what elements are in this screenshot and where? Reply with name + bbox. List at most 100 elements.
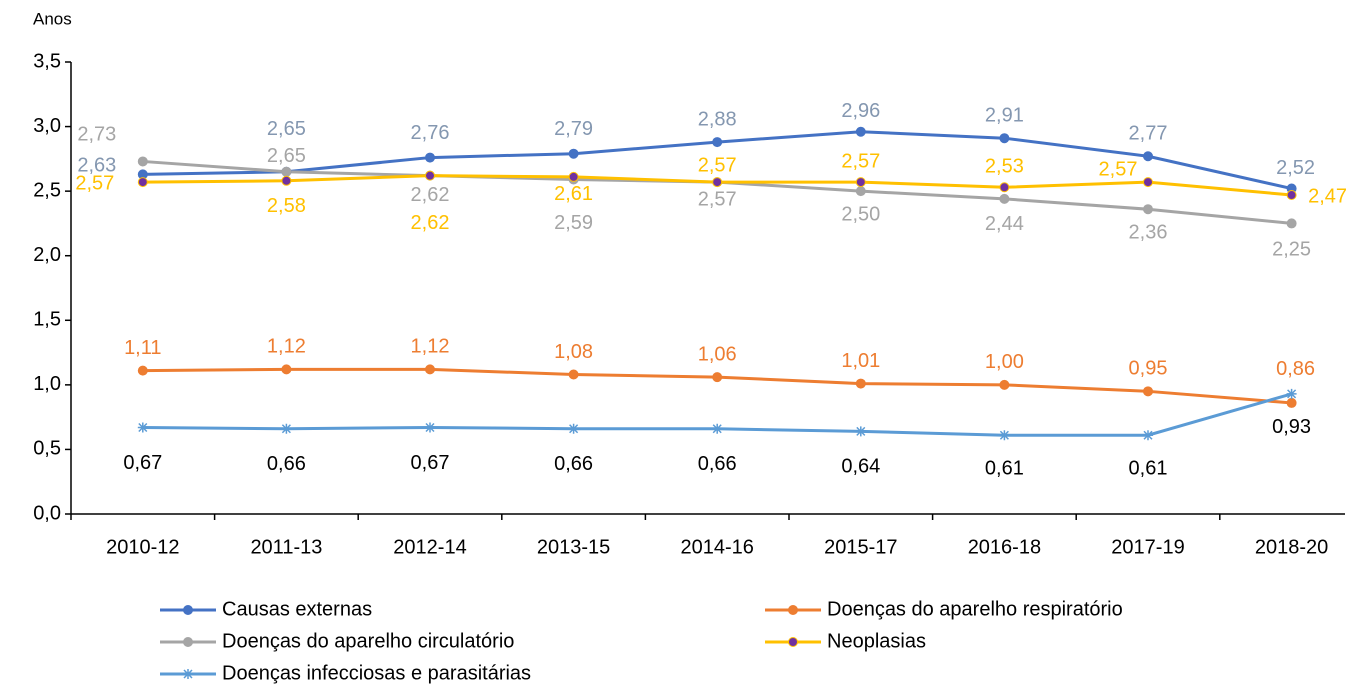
marker (999, 182, 1010, 193)
marker (137, 177, 148, 188)
marker (425, 422, 435, 433)
data-label: 1,06 (698, 343, 737, 365)
data-label: 0,61 (1129, 458, 1168, 480)
marker (137, 422, 148, 433)
marker (855, 186, 866, 197)
marker (1286, 388, 1297, 399)
marker (137, 365, 148, 376)
data-label: 2,61 (554, 183, 593, 205)
data-label: 2,63 (77, 155, 116, 177)
marker (568, 171, 579, 182)
marker (712, 372, 723, 383)
y-tick-label: 0,5 (33, 438, 61, 460)
data-label: 2,57 (841, 150, 880, 172)
marker (855, 378, 866, 389)
data-label: 2,65 (267, 118, 306, 140)
data-label: 2,52 (1276, 157, 1315, 179)
legend-marker (183, 669, 193, 679)
marker (999, 430, 1010, 441)
y-tick-label: 1,5 (33, 309, 61, 331)
x-tick-label: 2017-19 (1111, 536, 1184, 558)
data-label: 2,57 (1099, 158, 1138, 180)
marker (425, 170, 435, 181)
y-tick-label: 1,0 (33, 373, 61, 395)
data-label: 2,44 (985, 213, 1024, 235)
data-label: 0,64 (841, 456, 880, 478)
x-tick-label: 2010-12 (106, 536, 179, 558)
legend-marker (183, 605, 193, 615)
data-label: 0,86 (1276, 358, 1315, 380)
data-label: 0,93 (1272, 416, 1311, 438)
legend-label: Causas externas (222, 598, 372, 620)
y-tick-label: 2,5 (33, 179, 61, 201)
marker (1143, 151, 1153, 162)
y-tick-label: 3,5 (33, 50, 61, 72)
marker (281, 166, 292, 177)
x-tick-label: 2014-16 (680, 536, 753, 558)
data-label: 2,57 (75, 172, 114, 194)
data-label: 0,95 (1129, 358, 1168, 380)
x-tick-label: 2013-15 (537, 536, 610, 558)
data-label: 2,73 (77, 124, 116, 146)
legend-marker (788, 637, 798, 647)
x-tick-label: 2011-13 (250, 536, 322, 558)
legend-label: Doenças do aparelho respiratório (827, 598, 1123, 620)
marker (568, 423, 579, 434)
marker (712, 137, 723, 148)
data-label: 2,62 (411, 212, 450, 234)
data-label: 2,62 (411, 184, 450, 206)
marker (855, 426, 866, 437)
data-label: 1,11 (124, 337, 161, 359)
marker (712, 177, 723, 188)
y-tick-label: 2,0 (33, 244, 61, 266)
legend-marker (788, 605, 798, 615)
data-label: 2,91 (985, 104, 1024, 126)
marker (855, 177, 866, 188)
data-label: 0,66 (554, 453, 593, 475)
data-label: 0,66 (267, 453, 306, 475)
data-label: 2,88 (698, 108, 737, 130)
data-label: 2,36 (1129, 222, 1168, 244)
data-label: 2,53 (985, 156, 1024, 178)
data-label: 0,67 (411, 452, 450, 474)
data-label: 0,66 (698, 453, 737, 475)
x-tick-label: 2016-18 (968, 536, 1041, 558)
marker (568, 369, 579, 380)
data-label: 0,67 (123, 452, 162, 474)
data-label: 2,76 (411, 122, 450, 144)
y-axis-label: Anos (33, 9, 72, 28)
marker (137, 156, 148, 167)
legend-label: Doenças infecciosas e parasitárias (222, 662, 531, 684)
legend-label: Doenças do aparelho circulatório (222, 630, 514, 652)
marker (1143, 386, 1153, 397)
data-label: 2,77 (1129, 123, 1168, 145)
data-label: 1,12 (267, 336, 306, 358)
marker (712, 423, 723, 434)
marker (1286, 218, 1297, 229)
x-tick-label: 2012-14 (393, 536, 466, 558)
data-label: 2,65 (267, 145, 306, 167)
marker (999, 133, 1010, 144)
marker (1286, 190, 1297, 201)
data-label: 2,96 (841, 100, 880, 122)
legend-marker (183, 637, 193, 647)
data-label: 0,61 (985, 458, 1024, 480)
marker (1143, 204, 1153, 215)
marker (425, 152, 435, 163)
marker (999, 193, 1010, 204)
data-label: 2,57 (698, 154, 737, 176)
data-label: 1,01 (841, 350, 880, 372)
marker (1286, 397, 1297, 408)
marker (568, 148, 579, 159)
marker (281, 364, 292, 375)
marker (855, 126, 866, 137)
marker (281, 423, 292, 434)
data-label: 2,25 (1272, 239, 1311, 261)
x-tick-label: 2018-20 (1255, 536, 1328, 558)
marker (1143, 177, 1153, 188)
y-tick-label: 0,0 (33, 502, 61, 524)
data-label: 2,47 (1308, 185, 1347, 207)
data-label: 2,59 (554, 212, 593, 234)
data-label: 2,58 (267, 195, 306, 217)
